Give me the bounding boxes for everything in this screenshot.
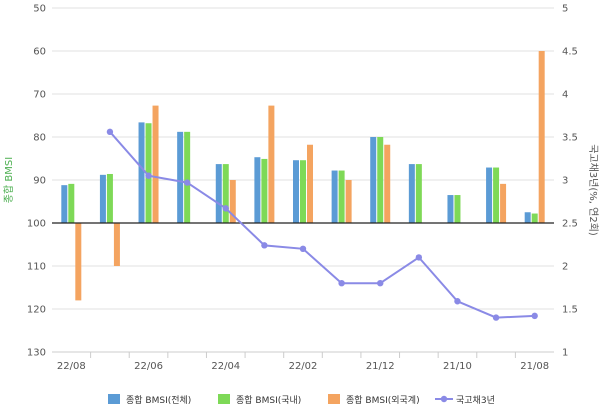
bar xyxy=(454,195,461,223)
left-axis-title: 종합 BMSI xyxy=(3,157,15,203)
line-point xyxy=(338,280,345,287)
bar xyxy=(254,157,261,223)
right-tick-label: 5 xyxy=(562,4,568,15)
legend-swatch xyxy=(218,394,230,404)
left-tick-label: 80 xyxy=(33,133,46,144)
x-tick-label: 21/12 xyxy=(366,361,395,372)
left-tick-label: 120 xyxy=(27,305,46,316)
bar xyxy=(486,167,493,223)
line-point xyxy=(531,312,538,320)
bar xyxy=(415,164,422,223)
bar xyxy=(106,173,113,223)
legend-swatch xyxy=(328,394,340,404)
x-tick-label: 21/10 xyxy=(443,361,472,372)
left-tick-label: 110 xyxy=(27,262,46,273)
right-tick-label: 3 xyxy=(562,176,568,187)
left-tick-label: 130 xyxy=(27,348,46,359)
bar xyxy=(331,170,338,223)
line-point xyxy=(145,172,152,179)
right-tick-label: 2 xyxy=(562,262,568,273)
left-tick-label: 100 xyxy=(27,219,46,230)
right-tick-label: 1.5 xyxy=(562,305,578,316)
bar xyxy=(538,51,545,223)
left-tick-label: 50 xyxy=(33,4,46,15)
bar xyxy=(338,170,345,223)
line-point xyxy=(454,298,461,305)
left-tick-label: 90 xyxy=(33,176,46,187)
left-axis-ticks: 50 60 70 80 90 100 110 120 130 xyxy=(27,4,46,359)
bar xyxy=(184,131,191,223)
x-tick-label: 22/08 xyxy=(57,361,86,372)
line-point xyxy=(377,280,384,287)
line-series xyxy=(106,128,538,321)
bar xyxy=(370,137,377,223)
x-tick-label: 21/08 xyxy=(520,361,549,372)
legend-label: 종합 BMSI(외국계) xyxy=(346,394,420,406)
bar xyxy=(177,131,184,223)
bar xyxy=(377,137,384,223)
bar xyxy=(493,167,500,223)
right-tick-label: 3.5 xyxy=(562,133,578,144)
legend-label: 종합 BMSI(전체) xyxy=(126,395,191,406)
bar xyxy=(384,144,391,223)
series-line xyxy=(109,131,535,319)
bar xyxy=(345,180,352,223)
x-tick-label: 22/02 xyxy=(289,361,318,372)
legend-label: 국고채3년 xyxy=(456,395,495,406)
bar xyxy=(307,144,313,223)
bar xyxy=(447,195,454,223)
right-tick-label: 4.5 xyxy=(562,47,578,58)
legend-marker xyxy=(440,395,448,403)
bar xyxy=(408,164,415,223)
bar xyxy=(300,160,306,223)
bar xyxy=(222,164,229,223)
right-axis-title: 국고채3년(%, 연2회) xyxy=(587,144,599,236)
left-tick-label: 70 xyxy=(33,90,46,101)
legend-label: 종합 BMSI(국내) xyxy=(236,395,301,406)
bar xyxy=(293,160,299,223)
line-point xyxy=(492,314,500,321)
line-point xyxy=(183,179,191,186)
bar xyxy=(75,223,82,301)
legend: 종합 BMSI(전체) 종합 BMSI(국내) 종합 BMSI(외국계) 국고채3년 xyxy=(108,394,495,406)
bar xyxy=(68,183,75,223)
bar xyxy=(215,164,222,223)
bar xyxy=(61,185,68,223)
line-point xyxy=(261,242,268,249)
x-tick-label: 22/06 xyxy=(134,361,163,372)
right-tick-label: 2.5 xyxy=(562,219,578,230)
line-point xyxy=(222,205,229,212)
bar xyxy=(500,183,507,223)
bar xyxy=(152,105,159,223)
line-point xyxy=(106,128,114,136)
bar xyxy=(524,212,531,223)
bar xyxy=(261,158,268,223)
bar xyxy=(268,105,275,223)
x-tick-label: 22/04 xyxy=(211,361,240,372)
bar xyxy=(113,223,120,266)
x-axis-ticks: 22/08 22/06 22/04 22/02 21/12 21/10 21/08 xyxy=(57,361,549,372)
bar xyxy=(229,180,236,223)
bar xyxy=(531,213,538,223)
right-axis-ticks: 5 4.5 4 3.5 3 2.5 2 1.5 1 xyxy=(562,4,578,359)
legend-swatch xyxy=(108,394,120,404)
line-point xyxy=(415,254,423,261)
line-point xyxy=(299,245,307,252)
bar xyxy=(99,174,106,223)
left-tick-label: 60 xyxy=(33,47,46,58)
bars xyxy=(61,51,545,301)
bar xyxy=(138,122,145,223)
right-tick-label: 4 xyxy=(562,90,568,101)
right-tick-label: 1 xyxy=(562,348,568,359)
